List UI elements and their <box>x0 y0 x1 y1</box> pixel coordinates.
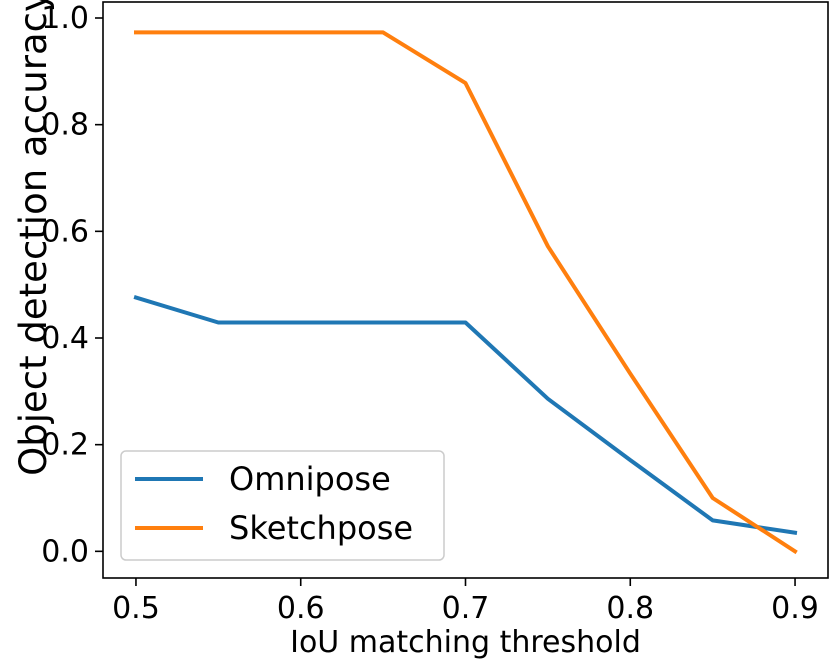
series-line-sketchpose <box>134 30 798 555</box>
x-axis: 0.5 0.6 0.7 0.8 0.9 <box>112 578 819 626</box>
y-tick-label: 0.6 <box>41 214 89 249</box>
y-axis-label: Object detection accuracy <box>12 0 55 476</box>
y-tick-label: 0.2 <box>41 428 89 463</box>
x-tick-label: 0.5 <box>112 591 160 626</box>
x-tick-label: 0.7 <box>442 591 490 626</box>
legend-label-sketchpose: Sketchpose <box>229 509 413 547</box>
y-tick-label: 0.8 <box>41 108 89 143</box>
series-line-omnipose <box>133 295 798 535</box>
y-tick-label: 0.0 <box>41 534 89 569</box>
legend-label-omnipose: Omnipose <box>229 460 391 498</box>
y-tick-label: 0.4 <box>41 321 89 356</box>
x-tick-label: 0.6 <box>277 591 325 626</box>
y-tick-label: 1.0 <box>41 1 89 36</box>
x-tick-label: 0.9 <box>771 591 819 626</box>
series-layer <box>133 30 798 555</box>
x-tick-label: 0.8 <box>606 591 654 626</box>
y-axis: 0.0 0.2 0.4 0.6 0.8 1.0 <box>41 1 103 569</box>
legend: Omnipose Sketchpose <box>120 450 445 561</box>
x-axis-label: IoU matching threshold <box>290 625 641 660</box>
